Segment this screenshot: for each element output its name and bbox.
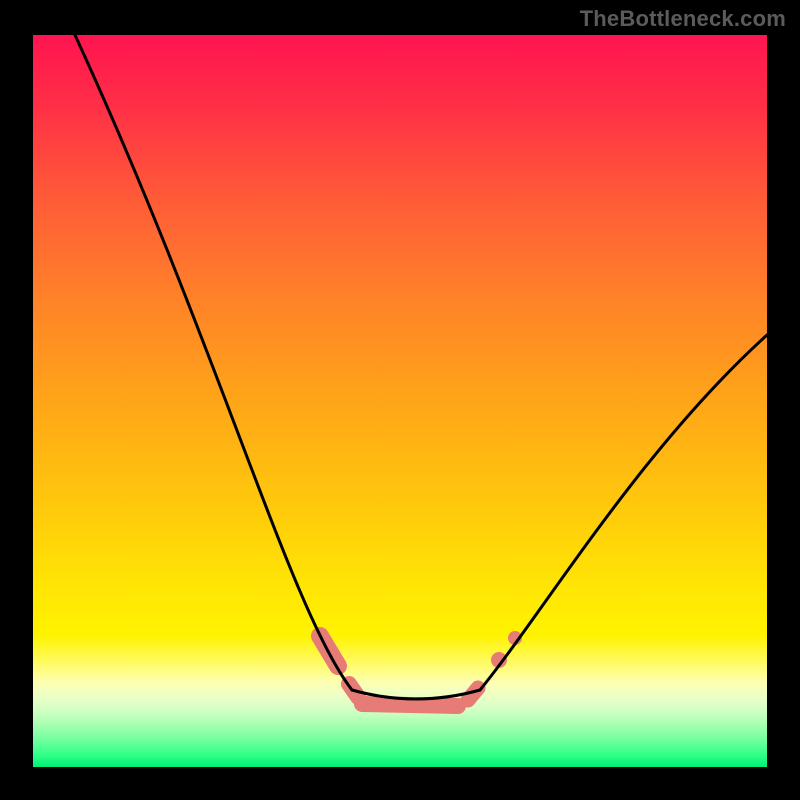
curve-overlay — [0, 0, 800, 800]
chart-frame: TheBottleneck.com — [0, 0, 800, 800]
watermark-text: TheBottleneck.com — [580, 6, 786, 32]
